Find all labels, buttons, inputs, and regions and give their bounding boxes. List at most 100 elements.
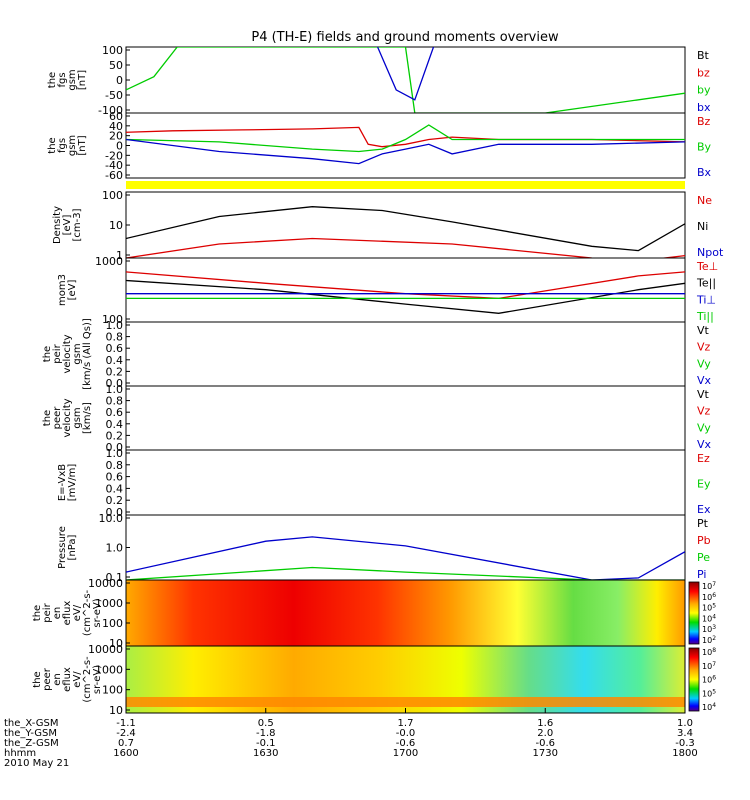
- colorbar-tick-label: 106: [702, 675, 716, 685]
- y-axis-label: (cm^2-s-: [82, 589, 93, 636]
- y-tick-label: 10: [109, 704, 123, 717]
- legend-entry: Vx: [697, 438, 712, 451]
- legend-entry: Ey: [697, 478, 711, 491]
- y-axis-label: fgs: [57, 138, 68, 153]
- series-line-Ne: [126, 237, 685, 258]
- y-tick-label: 0.4: [106, 354, 124, 367]
- x-tick-label: 3.4: [677, 728, 693, 739]
- y-axis-label: [nT]: [77, 70, 88, 90]
- y-axis-label: the: [32, 671, 43, 687]
- y-tick-label: 0.8: [106, 459, 124, 472]
- y-tick-label: 100: [102, 44, 123, 57]
- panel-frame: [125, 191, 686, 259]
- y-tick-label: 50: [109, 59, 123, 72]
- x-row-label: hhmm: [4, 748, 36, 759]
- legend-entry: Pb: [697, 534, 711, 547]
- y-axis-label: Density: [52, 206, 63, 244]
- legend-entry: bx: [697, 101, 711, 114]
- y-tick-label: 1.0: [106, 383, 124, 396]
- legend-entry: Bt: [697, 49, 710, 62]
- y-axis-label: [km/s (All Qs)]: [82, 318, 93, 390]
- colorbar-tick-label: 106: [702, 592, 716, 602]
- panel-p5: 1.00.80.60.40.20.0 the peir velocity gsm [km/…: [42, 318, 712, 390]
- x-tick-label: -0.6: [535, 738, 555, 749]
- colorbar-tick-label: 105: [702, 688, 716, 698]
- x-tick-label: -0.0: [396, 728, 416, 739]
- series-line-Bx: [126, 138, 685, 165]
- legend-entry: By: [697, 141, 712, 154]
- series-line-bx: [377, 47, 435, 101]
- y-axis-label: the: [47, 72, 58, 88]
- x-row-label: the_Z-GSM: [4, 738, 59, 749]
- legend-entry: Vz: [697, 341, 711, 354]
- y-axis-label: eflux: [62, 601, 73, 626]
- y-axis-label: velocity: [62, 334, 73, 373]
- y-tick-label: 1000: [95, 663, 123, 676]
- chart-title: P4 (TH-E) fields and ground moments over…: [251, 30, 559, 45]
- x-tick-label: 1730: [533, 748, 558, 759]
- x-tick-label: -2.4: [116, 728, 136, 739]
- panel-p10: 108 107 106 105 104 10000 1000 100 10 the peer en ef…: [32, 643, 716, 717]
- y-axis-label: [mV/m]: [67, 464, 78, 502]
- y-tick-label: 0.0: [106, 506, 124, 519]
- series-line-Ni: [126, 206, 685, 252]
- legend-entry: Vy: [697, 421, 711, 434]
- y-axis-label: sr-eV): [92, 598, 103, 627]
- y-tick-label: 0.2: [106, 429, 124, 442]
- y-tick-label: 0.4: [106, 482, 124, 495]
- y-tick-label: 0.6: [106, 342, 124, 355]
- y-axis-label: [nPa]: [67, 534, 78, 560]
- y-tick-label: 40: [109, 120, 123, 133]
- panel-p7: 1.00.80.60.40.20.0 E=-VxB [mV/m] Ez Ey Ex: [57, 447, 711, 519]
- y-tick-label: 1.0: [106, 447, 124, 460]
- x-tick-label: 1.6: [537, 718, 553, 729]
- panel-frame: [125, 385, 686, 451]
- legend-entry: Ni: [697, 220, 708, 233]
- x-row-label: the_Y-GSM: [4, 728, 57, 739]
- y-axis-label: en: [52, 673, 63, 686]
- x-tick-label: 1600: [113, 748, 138, 759]
- y-axis-label: eflux: [62, 667, 73, 692]
- x-tick-label: 0.7: [118, 738, 134, 749]
- legend-entry: Bx: [697, 166, 712, 179]
- y-tick-label: 0.2: [106, 365, 124, 378]
- y-tick-label: 100: [102, 189, 123, 202]
- colorbar-tick-label: 104: [702, 702, 716, 712]
- legend-entry: Pe: [697, 551, 710, 564]
- x-tick-label: 1.7: [398, 718, 414, 729]
- y-tick-label: -50: [105, 89, 123, 102]
- x-tick-label: -0.6: [396, 738, 416, 749]
- legend-entry: Vz: [697, 405, 711, 418]
- y-tick-label: 0: [116, 140, 123, 153]
- y-axis-label: gsm: [67, 69, 78, 90]
- legend-entry: Vt: [697, 388, 710, 401]
- y-tick-label: 0.8: [106, 331, 124, 344]
- y-tick-label: -40: [105, 159, 123, 172]
- y-tick-label: 10.0: [99, 512, 124, 525]
- y-tick-label: 0: [116, 74, 123, 87]
- legend-entry: Ez: [697, 452, 710, 465]
- colorbar-tick-label: 108: [702, 647, 716, 657]
- panel-frame: [125, 46, 686, 114]
- y-tick-label: 0.0: [106, 441, 124, 454]
- legend-entry: Ti||: [696, 310, 714, 323]
- legend-entry: Npot: [697, 246, 724, 259]
- y-tick-label: 0.8: [106, 395, 124, 408]
- y-axis-label: [eV]: [62, 215, 73, 236]
- legend-entry: Te||: [696, 277, 716, 290]
- x-tick-label: 0.5: [258, 718, 274, 729]
- legend-entry: bz: [697, 66, 710, 79]
- y-tick-label: 1: [116, 249, 123, 262]
- y-tick-label: 0.4: [106, 418, 124, 431]
- y-axis-label: [cm-3]: [72, 208, 83, 241]
- y-tick-label: 10: [109, 637, 123, 650]
- legend-entry: Vx: [697, 374, 712, 387]
- y-tick-label: 0.2: [106, 494, 124, 507]
- legend-entry: Pt: [697, 517, 709, 530]
- legend-entry: by: [697, 84, 711, 97]
- y-tick-label: -20: [105, 149, 123, 162]
- y-tick-label: -100: [98, 104, 123, 117]
- y-axis-label: en: [52, 607, 63, 620]
